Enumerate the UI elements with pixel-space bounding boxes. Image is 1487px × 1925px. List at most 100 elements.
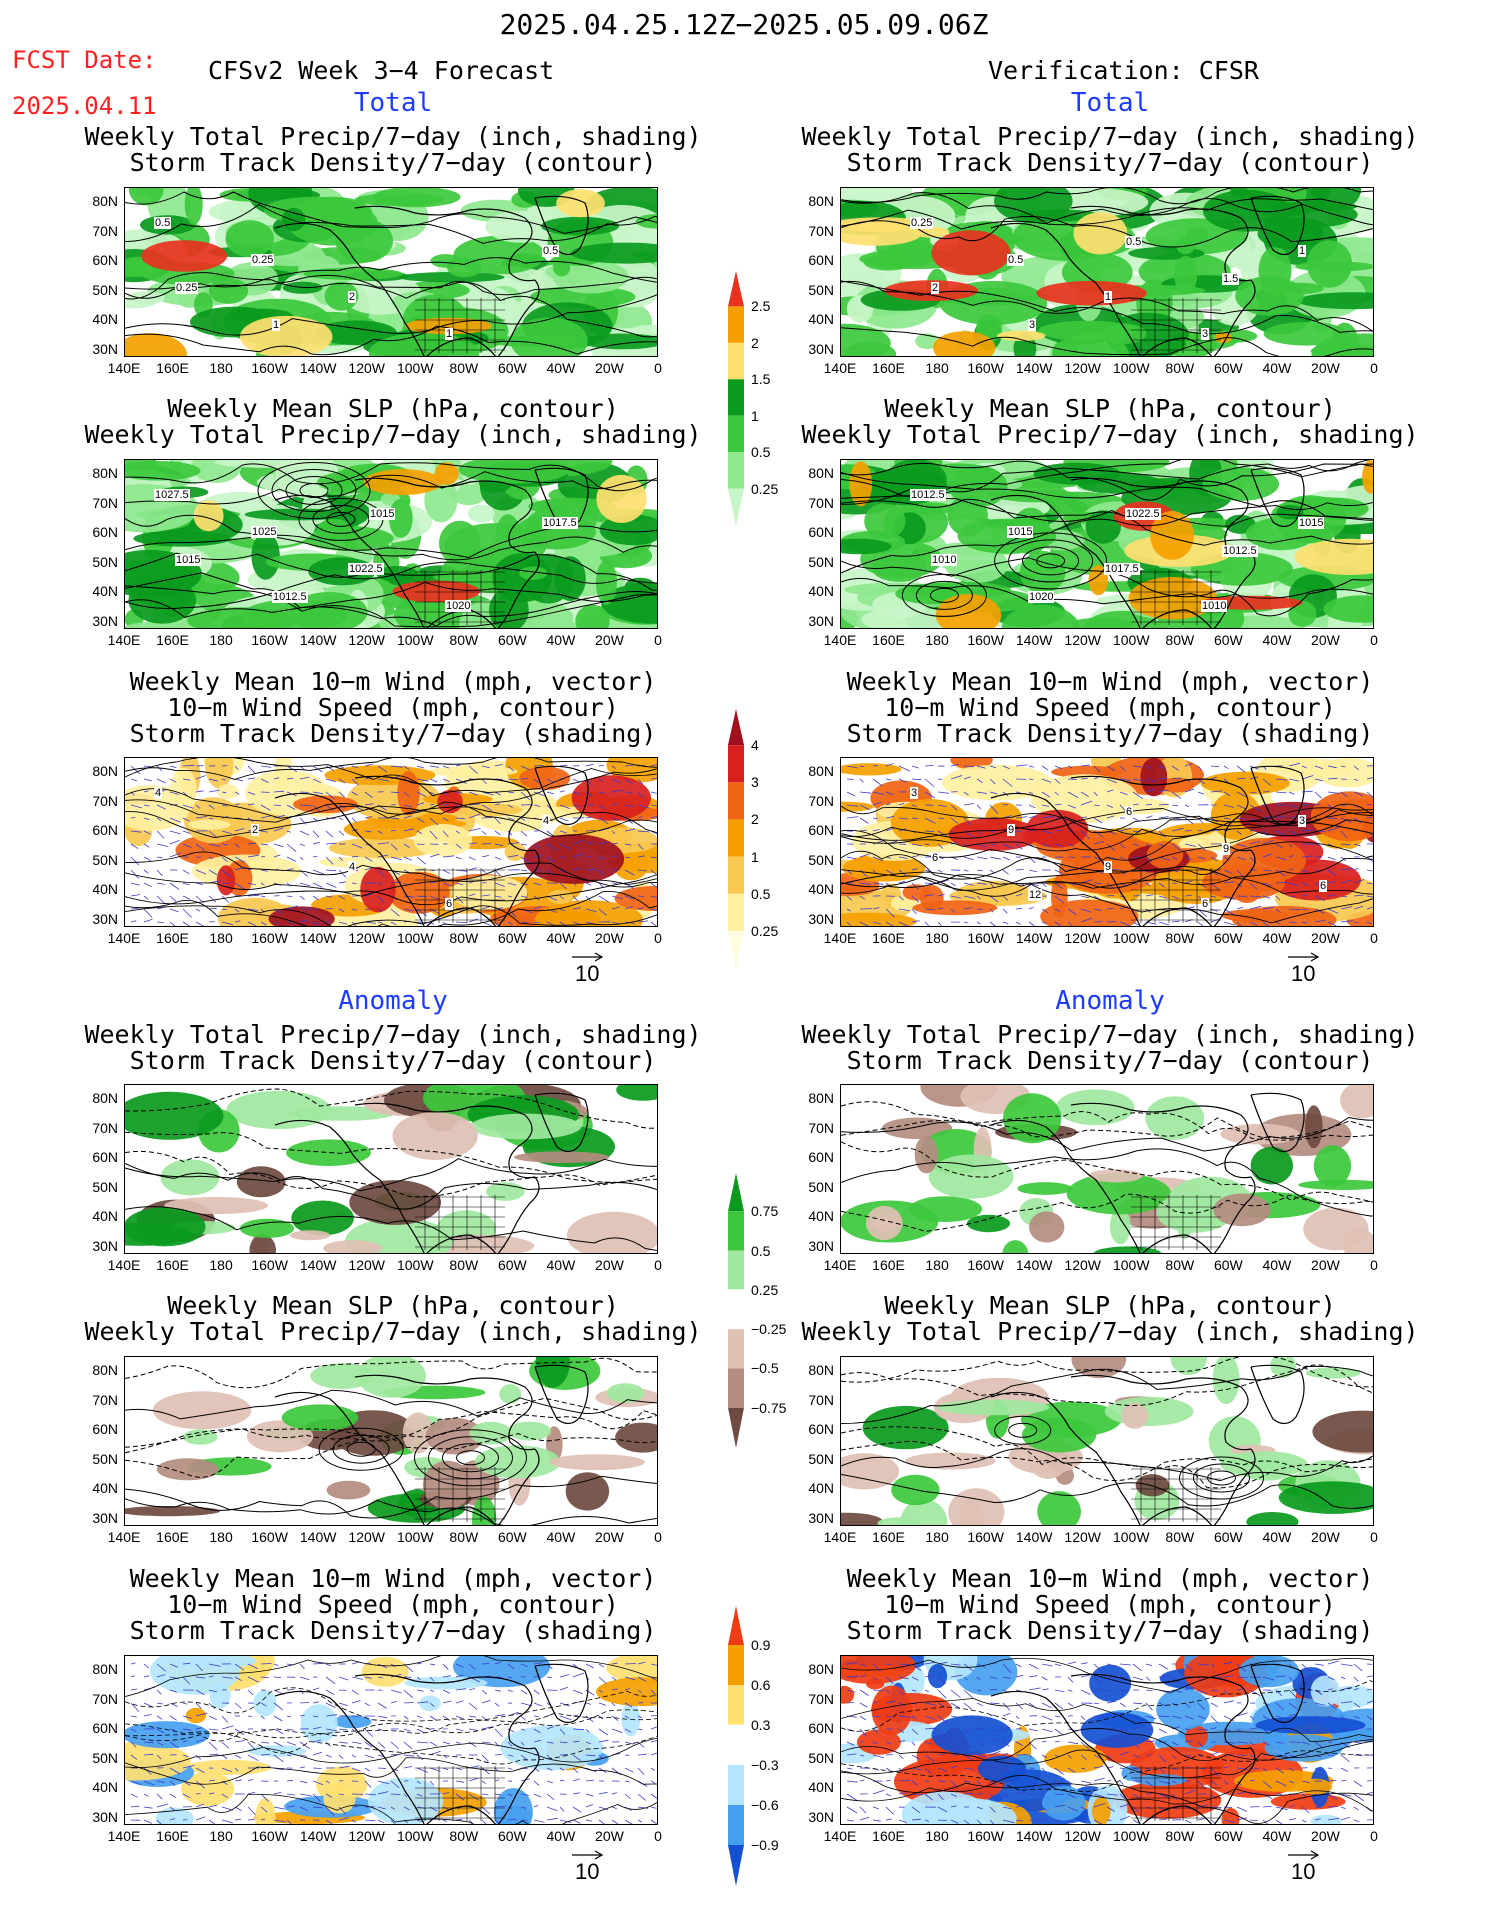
lat-label: 60N — [808, 1421, 834, 1437]
lat-label: 50N — [92, 1450, 118, 1467]
fc-anom-wind-title-line-2: 10−m Wind Speed (mph, contour) — [167, 1590, 619, 1619]
lon-label: 140W — [299, 632, 337, 648]
lat-label: 50N — [808, 1749, 834, 1766]
lat-label: 80N — [808, 1661, 834, 1677]
lon-label: 160E — [872, 632, 905, 648]
lon-label: 160W — [251, 1257, 288, 1273]
lon-label: 100W — [1112, 1529, 1150, 1545]
fc-wind-title-line-3: Storm Track Density/7−day (shading) — [129, 719, 657, 748]
lon-label: 60W — [1213, 632, 1243, 648]
ob-wind-contour-label: 3 — [1298, 815, 1307, 827]
ob-slp-precip-contour-label: 1015 — [1298, 517, 1325, 529]
track-anomaly-colorbar-label: 0.6 — [751, 1677, 771, 1693]
precip-total-colorbar-label: 2 — [751, 334, 759, 351]
lon-label: 160W — [251, 930, 288, 946]
ob-anom-wind-title-line-1: Weekly Mean 10−m Wind (mph, vector) — [846, 1564, 1374, 1593]
lon-label: 20W — [1311, 1828, 1340, 1844]
ob-slp-precip-contour-label: 1017.5 — [1104, 563, 1140, 575]
fc-precip-track-contour-label: 0.25 — [175, 282, 199, 294]
vector-reference-arrow-icon — [572, 952, 604, 962]
lat-label: 80N — [92, 1661, 118, 1677]
lon-label: 100W — [396, 1828, 434, 1844]
lat-label: 30N — [92, 612, 118, 629]
colorbar-swatch — [728, 488, 744, 526]
lat-label: 40N — [92, 1480, 118, 1496]
track-total-colorbar-label: 4 — [751, 737, 759, 754]
lon-label: 0 — [1370, 1257, 1378, 1273]
ob-slp-precip-title-line-2: Weekly Total Precip/7−day (inch, shading… — [801, 420, 1419, 449]
precip-anomaly-colorbar-label: −0.25 — [751, 1321, 787, 1338]
lon-label: 40W — [546, 930, 576, 946]
fc-wind-contour-label: 4 — [542, 815, 551, 827]
lon-label: 160E — [156, 632, 189, 648]
ob-wind-contour-label: 6 — [1319, 880, 1328, 892]
ob-precip-track-contour-label: 2 — [931, 282, 940, 294]
lon-label: 0 — [654, 930, 662, 946]
lon-label: 180 — [209, 1257, 233, 1273]
lon-label: 160W — [251, 360, 288, 376]
lon-label: 140E — [107, 1828, 141, 1844]
precip-anomaly-colorbar-label: −0.5 — [751, 1360, 779, 1377]
lon-label: 160W — [251, 1828, 288, 1844]
lon-label: 180 — [209, 632, 233, 648]
fc-slp-precip-title-line-1: Weekly Mean SLP (hPa, contour) — [167, 394, 619, 423]
ob-wind-title-line-1: Weekly Mean 10−m Wind (mph, vector) — [846, 667, 1374, 696]
colorbar-swatch — [728, 306, 744, 343]
section-total-left: Total — [353, 88, 433, 118]
lat-label: 80N — [92, 1090, 118, 1106]
fc-slp-precip-contour-label: 1022.5 — [348, 563, 384, 575]
fc-precip-track-contour-label: 1 — [445, 328, 454, 340]
lon-label: 80W — [1165, 930, 1195, 946]
lon-label: 140E — [107, 1529, 141, 1545]
fc-wind-contour-label: 6 — [445, 898, 454, 910]
lat-label: 30N — [92, 910, 118, 927]
lon-label: 80W — [449, 360, 479, 376]
ob-slp-precip-contour-label: 1012.5 — [910, 489, 946, 501]
precip-total-colorbar-label: 2.5 — [751, 298, 771, 315]
colorbar-swatch — [728, 1606, 744, 1645]
lon-label: 80W — [449, 1257, 479, 1273]
ob-precip-track-title-line-1: Weekly Total Precip/7−day (inch, shading… — [801, 122, 1419, 151]
fc-anom-precip-track-title-line-1: Weekly Total Precip/7−day (inch, shading… — [84, 1020, 702, 1049]
colorbar-swatch — [728, 271, 744, 307]
lat-label: 50N — [92, 1178, 118, 1195]
lon-label: 100W — [1112, 360, 1150, 376]
fc-precip-track-contour-label: 0.5 — [154, 217, 172, 229]
lon-label: 80W — [1165, 1257, 1195, 1273]
colorbar-swatch — [728, 1407, 744, 1448]
precip-anomaly-colorbar — [727, 1173, 745, 1448]
lon-label: 100W — [1112, 930, 1150, 946]
lon-label: 160E — [156, 1529, 189, 1545]
lon-label: 100W — [1112, 632, 1150, 648]
lon-label: 60W — [497, 1828, 527, 1844]
vector-reference-label: 10 — [1291, 1859, 1316, 1884]
fc-slp-precip-contour-label: 1027.5 — [154, 489, 190, 501]
ob-precip-track-contour-label: 3 — [1028, 319, 1037, 331]
ob-wind-contour-label: 12 — [1028, 889, 1043, 901]
ob-slp-precip-contour-label: 1022.5 — [1125, 508, 1161, 520]
lon-label: 180 — [925, 1529, 949, 1545]
lat-label: 50N — [92, 281, 118, 298]
track-anomaly-colorbar-label: 0.3 — [751, 1717, 771, 1733]
lon-label: 0 — [1370, 1828, 1378, 1844]
ob-anom-slp-precip-title-line-2: Weekly Total Precip/7−day (inch, shading… — [801, 1317, 1419, 1346]
lon-label: 140W — [1015, 360, 1053, 376]
colorbar-swatch — [728, 819, 744, 857]
ob-slp-precip-contour-label: 1012.5 — [1222, 545, 1258, 557]
lon-label: 80W — [1165, 1828, 1195, 1844]
lon-label: 160E — [156, 1828, 189, 1844]
precip-total-colorbar-label: 1.5 — [751, 371, 771, 388]
lon-label: 20W — [595, 632, 624, 648]
colorbar-swatch — [728, 379, 744, 416]
lat-label: 40N — [92, 1779, 118, 1795]
lon-label: 80W — [1165, 632, 1195, 648]
track-anomaly-colorbar-label: −0.6 — [751, 1797, 779, 1813]
lon-label: 180 — [925, 1257, 949, 1273]
lat-label: 80N — [92, 1362, 118, 1378]
lat-label: 60N — [92, 822, 118, 838]
lat-label: 70N — [808, 1690, 834, 1707]
lon-label: 100W — [396, 1529, 434, 1545]
lon-label: 40W — [546, 360, 576, 376]
vector-reference-label: 10 — [575, 1859, 600, 1884]
lon-label: 140W — [299, 1828, 337, 1844]
